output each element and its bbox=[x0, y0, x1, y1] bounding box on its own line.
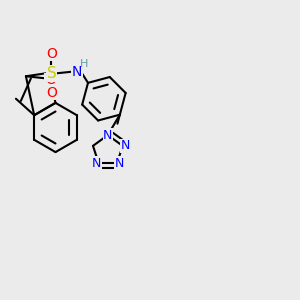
Text: N: N bbox=[120, 140, 130, 152]
Text: O: O bbox=[45, 73, 56, 87]
Text: N: N bbox=[72, 65, 82, 79]
Text: N: N bbox=[92, 157, 101, 170]
Text: S: S bbox=[46, 66, 56, 81]
Text: O: O bbox=[46, 86, 57, 100]
Text: H: H bbox=[80, 59, 88, 69]
Text: N: N bbox=[115, 157, 124, 170]
Text: O: O bbox=[46, 47, 57, 61]
Text: N: N bbox=[103, 129, 112, 142]
